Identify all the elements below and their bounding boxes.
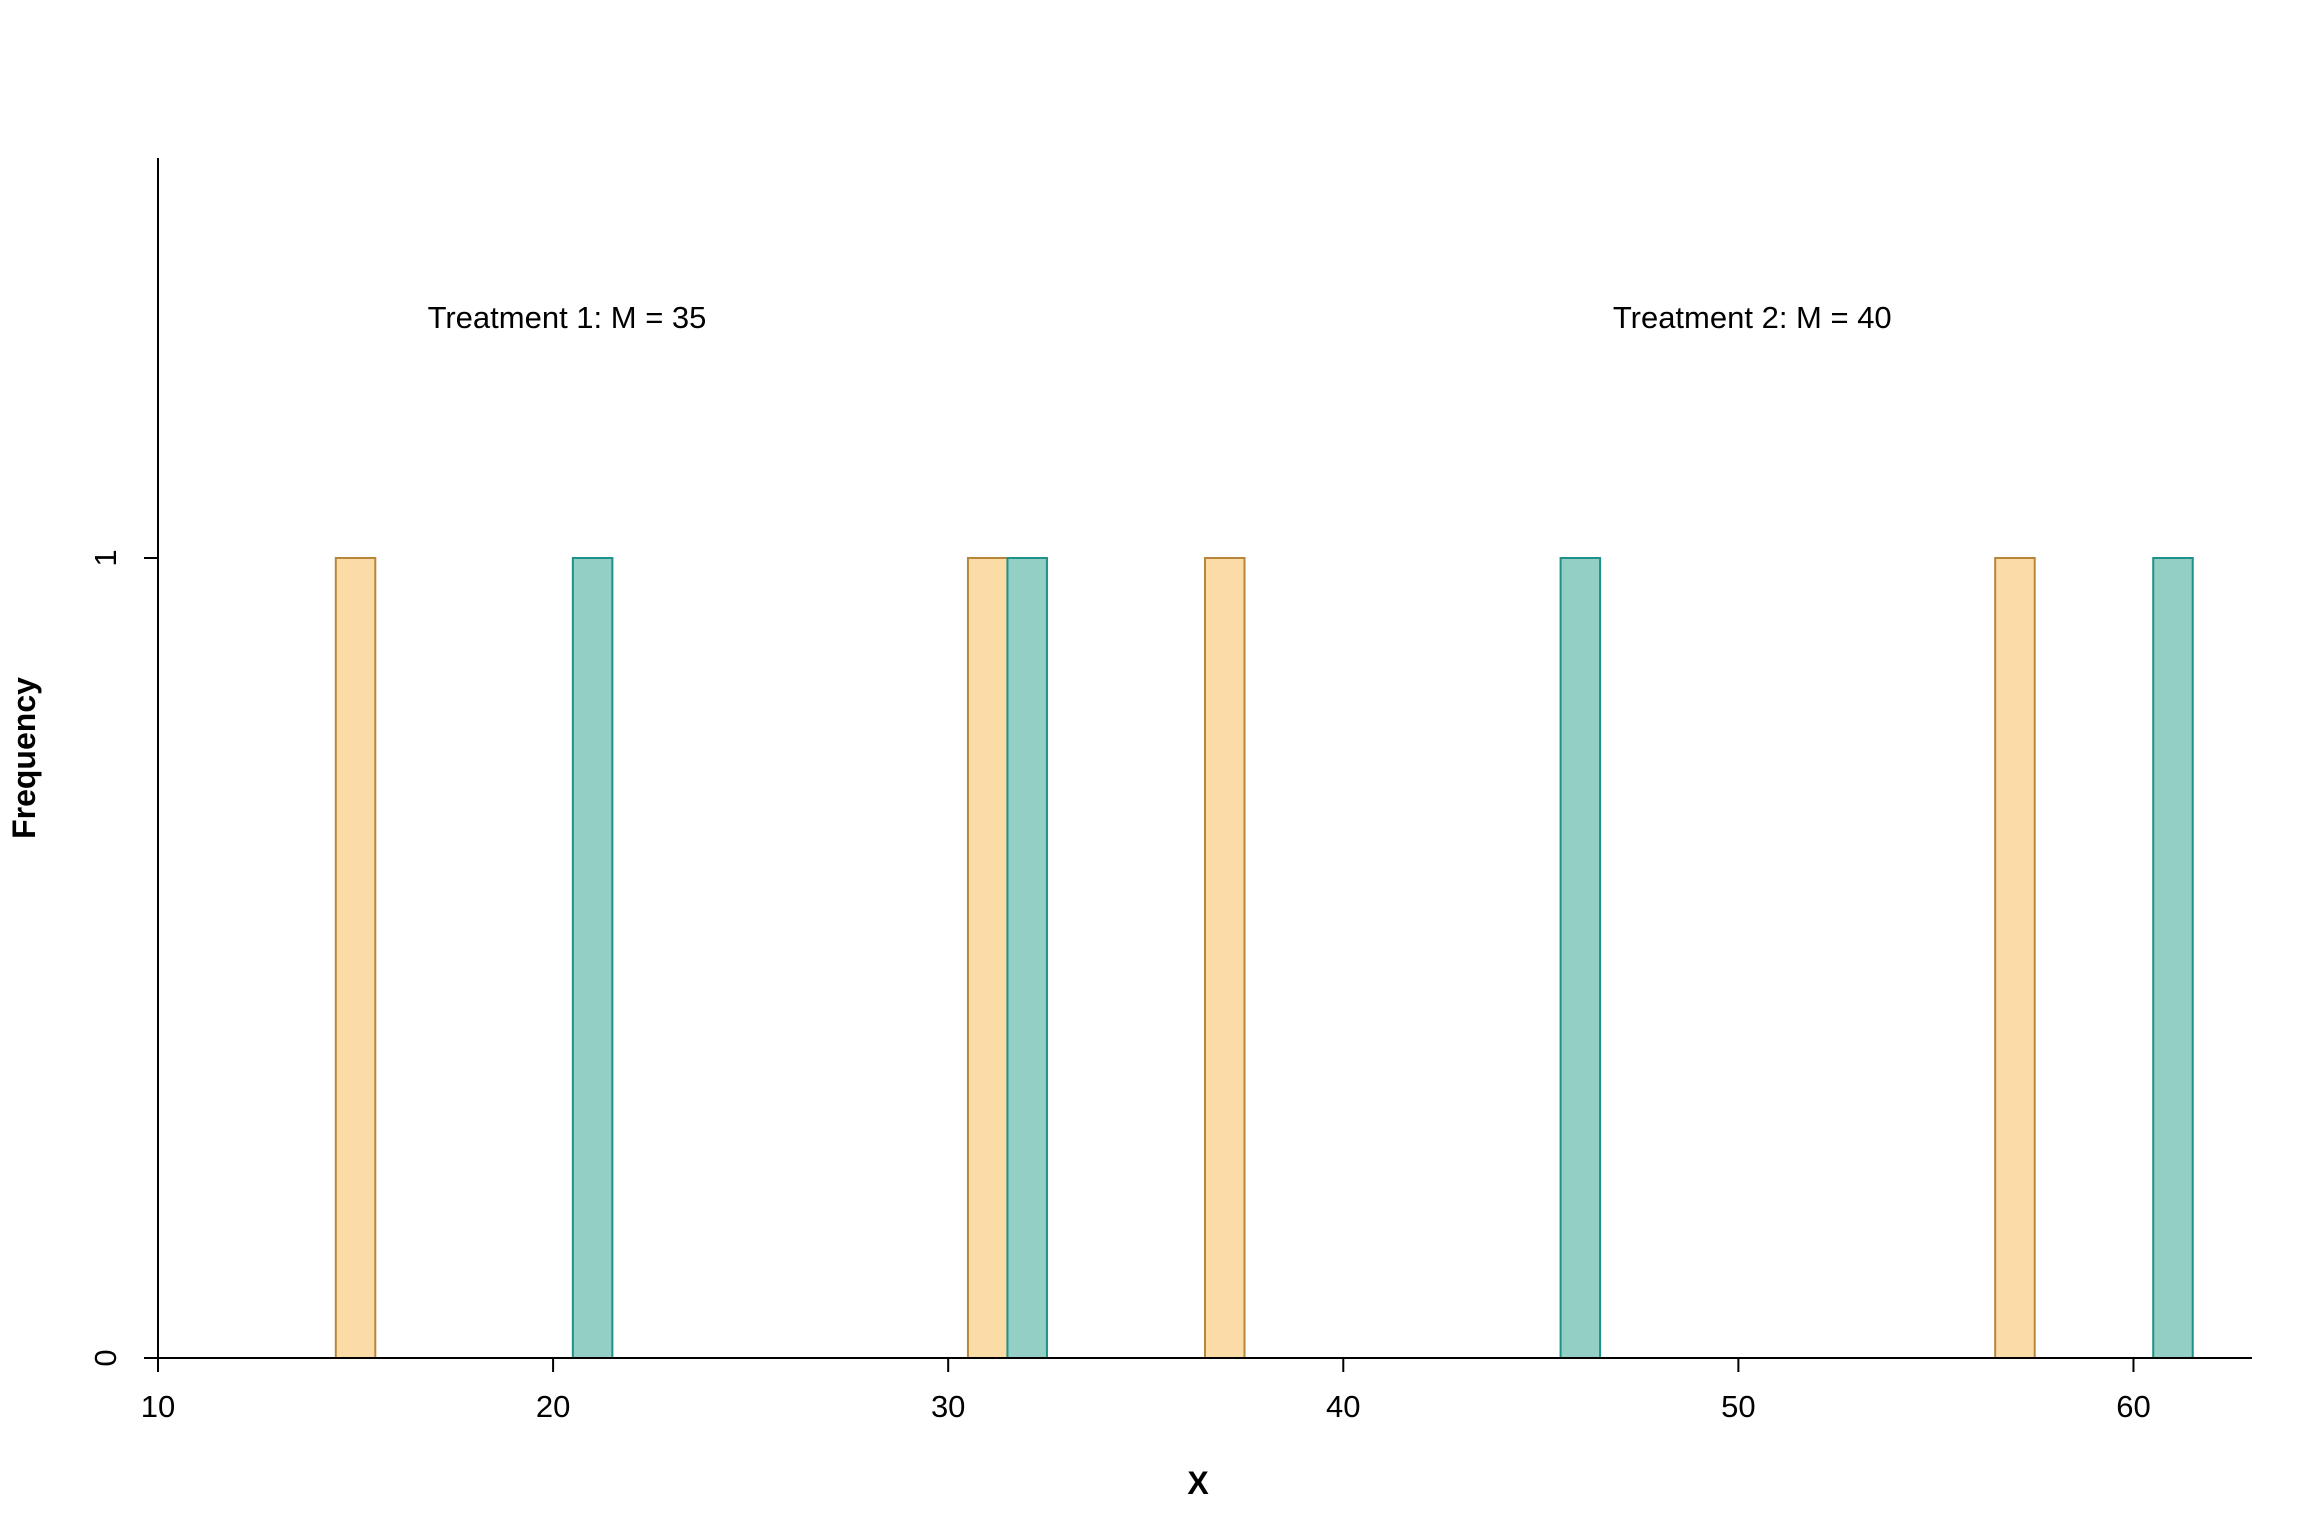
x-tick-label-30: 30 <box>931 1389 965 1424</box>
x-ticks: 10 20 30 40 50 60 <box>141 1358 2151 1424</box>
x-tick-label-60: 60 <box>2116 1389 2150 1424</box>
annotation-treatment-2: Treatment 2: M = 40 <box>1613 300 1892 335</box>
y-axis-title: Frequency <box>6 677 42 839</box>
bar-series-2-x-21 <box>571 557 614 1359</box>
y-ticks: 01 <box>88 549 158 1367</box>
bar-series-1-x-57 <box>1994 557 2036 1359</box>
bars-layer <box>334 557 2194 1359</box>
axes-layer <box>157 158 2252 1359</box>
annotations: Treatment 1: M = 35 Treatment 2: M = 40 <box>428 300 1892 335</box>
x-tick-label-50: 50 <box>1721 1389 1755 1424</box>
x-axis-title: X <box>1187 1465 1209 1501</box>
x-tick-label-40: 40 <box>1326 1389 1360 1424</box>
bar-series-2-x-32 <box>1006 557 1048 1359</box>
bar-series-1-x-15 <box>334 557 377 1359</box>
y-tick-label-0: 0 <box>88 1349 123 1366</box>
bar-series-2-x-61 <box>2152 557 2194 1359</box>
bar-series-1-x-31 <box>966 557 1009 1359</box>
bar-series-2-x-46 <box>1559 557 1602 1359</box>
y-tick-label-1: 1 <box>88 549 123 566</box>
x-tick-label-20: 20 <box>536 1389 570 1424</box>
annotation-treatment-1: Treatment 1: M = 35 <box>428 300 707 335</box>
x-tick-label-10: 10 <box>141 1389 175 1424</box>
bar-series-1-x-37 <box>1204 557 1246 1359</box>
